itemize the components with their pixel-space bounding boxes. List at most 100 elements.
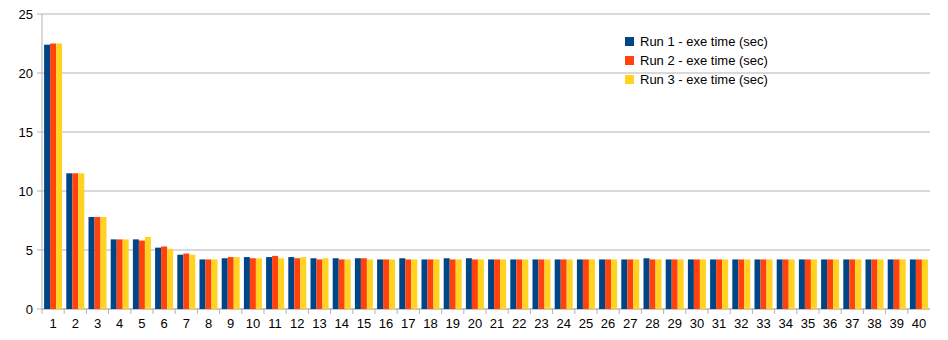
bar <box>300 257 306 309</box>
x-tick-label: 16 <box>379 316 393 331</box>
bar <box>288 257 294 309</box>
bar <box>767 259 773 309</box>
x-tick-label: 26 <box>601 316 615 331</box>
y-tick <box>37 191 42 192</box>
x-tick-label: 34 <box>778 316 792 331</box>
bar <box>177 255 183 309</box>
bar <box>244 257 250 309</box>
bar <box>428 259 434 309</box>
bar <box>222 258 228 309</box>
bar <box>44 45 50 309</box>
y-tick-label: 10 <box>19 184 33 199</box>
bar <box>744 259 750 309</box>
grid-line <box>42 14 930 15</box>
bar <box>117 239 123 309</box>
x-tick-label: 37 <box>845 316 859 331</box>
bar <box>472 259 478 309</box>
x-tick <box>86 309 87 314</box>
bar <box>189 255 195 309</box>
bar <box>910 259 916 309</box>
bar <box>567 259 573 309</box>
x-tick <box>685 309 686 314</box>
bar <box>561 259 567 309</box>
x-tick-label: 31 <box>712 316 726 331</box>
bar <box>294 258 300 309</box>
x-tick <box>730 309 731 314</box>
bar <box>777 259 783 309</box>
bar <box>377 259 383 309</box>
bar <box>627 259 633 309</box>
grid-line <box>42 132 930 133</box>
bar <box>89 217 95 309</box>
x-tick <box>463 309 464 314</box>
bar <box>589 259 595 309</box>
x-tick <box>330 309 331 314</box>
bar <box>855 259 861 309</box>
bar <box>545 259 551 309</box>
x-tick <box>907 309 908 314</box>
bar <box>145 237 151 309</box>
bar <box>900 259 906 309</box>
bar <box>361 258 367 309</box>
x-tick <box>286 309 287 314</box>
bar <box>367 259 373 309</box>
bar <box>583 259 589 309</box>
bar <box>783 259 789 309</box>
bar <box>228 257 234 309</box>
grid-line <box>42 191 930 192</box>
x-tick-label: 40 <box>912 316 926 331</box>
bar <box>789 259 795 309</box>
x-tick-label: 1 <box>49 316 56 331</box>
bar <box>411 259 417 309</box>
x-tick-label: 32 <box>734 316 748 331</box>
bar <box>894 259 900 309</box>
bar <box>849 259 855 309</box>
bar <box>732 259 738 309</box>
bar <box>833 259 839 309</box>
bar <box>633 259 639 309</box>
x-tick-label: 36 <box>823 316 837 331</box>
bar <box>621 259 627 309</box>
x-tick-label: 8 <box>205 316 212 331</box>
bar <box>133 239 139 309</box>
bar <box>78 173 84 309</box>
x-tick <box>841 309 842 314</box>
x-tick <box>153 309 154 314</box>
x-tick <box>64 309 65 314</box>
x-tick <box>641 309 642 314</box>
x-tick-label: 22 <box>512 316 526 331</box>
x-tick <box>441 309 442 314</box>
grid-line <box>42 73 930 74</box>
legend: Run 1 - exe time (sec)Run 2 - exe time (… <box>625 34 768 87</box>
x-tick-label: 10 <box>246 316 260 331</box>
bar <box>872 259 878 309</box>
y-axis <box>42 14 43 309</box>
x-tick-label: 25 <box>579 316 593 331</box>
legend-swatch <box>625 56 634 65</box>
bars <box>44 44 928 310</box>
x-tick <box>352 309 353 314</box>
bar <box>95 217 101 309</box>
y-tick <box>37 132 42 133</box>
x-tick <box>308 309 309 314</box>
bar <box>811 259 817 309</box>
bar <box>555 259 561 309</box>
bar <box>206 259 212 309</box>
bar <box>155 248 161 309</box>
bar <box>700 259 706 309</box>
x-tick-label: 12 <box>290 316 304 331</box>
bar <box>755 259 761 309</box>
bar <box>922 259 928 309</box>
x-tick-label: 29 <box>667 316 681 331</box>
legend-label: Run 3 - exe time (sec) <box>640 72 768 87</box>
x-tick <box>241 309 242 314</box>
chart: 0510152025123456789101112131415161718192… <box>0 0 948 340</box>
legend-swatch <box>625 75 634 84</box>
x-tick-label: 2 <box>72 316 79 331</box>
bar <box>827 259 833 309</box>
bar <box>317 259 323 309</box>
bar <box>478 259 484 309</box>
bar <box>488 259 494 309</box>
x-tick-label: 17 <box>401 316 415 331</box>
bar <box>450 259 456 309</box>
